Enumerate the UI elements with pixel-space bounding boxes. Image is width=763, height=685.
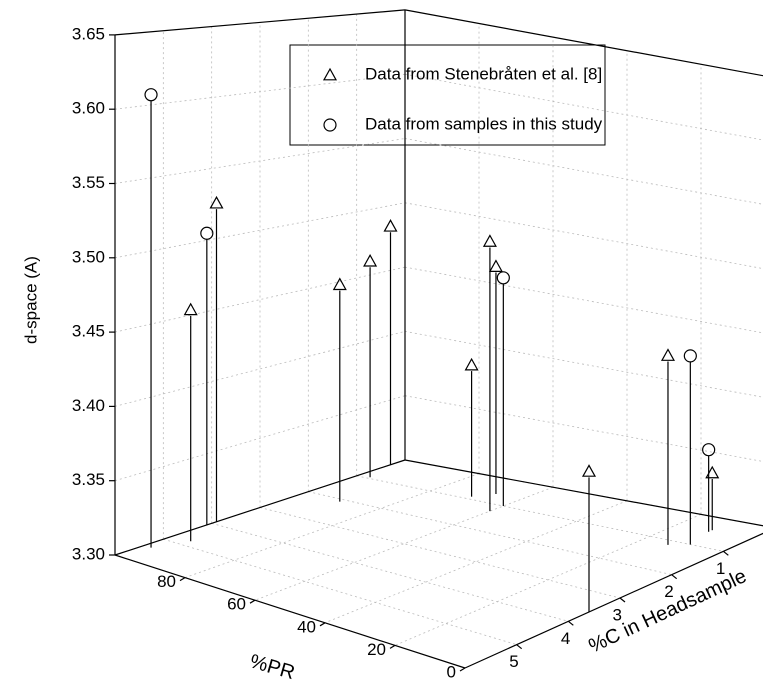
y-tick-label: 5	[509, 652, 518, 671]
point	[383, 219, 398, 232]
tick-mark	[459, 667, 466, 672]
point	[702, 443, 716, 457]
y-tick-label: 3	[613, 605, 622, 624]
legend-label: Data from samples in this study	[365, 114, 603, 133]
point	[683, 349, 697, 363]
grid-line	[404, 266, 763, 334]
point	[209, 195, 224, 209]
tick-mark	[249, 599, 256, 604]
grid-line	[324, 500, 628, 624]
grid-line	[404, 202, 763, 270]
tick-mark	[671, 574, 678, 580]
grid-line	[114, 202, 406, 259]
point	[144, 88, 158, 102]
grid-line	[114, 395, 406, 482]
tick-mark	[389, 644, 396, 649]
grid-line	[114, 331, 406, 407]
z-tick-label: 3.60	[72, 99, 105, 118]
y-tick-label: 2	[664, 582, 673, 601]
grid-line	[356, 475, 724, 552]
x-tick-label: 20	[367, 640, 386, 659]
x-tick-label: 60	[227, 595, 246, 614]
grid-line	[308, 491, 672, 576]
legend-marker	[323, 118, 337, 132]
point	[482, 234, 497, 247]
y-tick-label: 1	[716, 559, 725, 578]
z-tick-label: 3.55	[72, 173, 105, 192]
point	[705, 465, 720, 479]
tick-mark	[567, 620, 574, 626]
z-tick-label: 3.30	[72, 544, 105, 563]
point	[496, 271, 510, 285]
point	[363, 253, 378, 267]
point	[332, 277, 347, 291]
tick-mark	[319, 622, 326, 627]
z-tick-label: 3.35	[72, 470, 105, 489]
legend-label: Data from Stenebråten et al. [8]	[365, 64, 602, 83]
grid-line	[163, 538, 517, 646]
x-tick-label: 40	[297, 617, 316, 636]
z-tick-label: 3.40	[72, 396, 105, 415]
point	[581, 464, 597, 477]
axis-line	[114, 554, 466, 669]
point	[183, 302, 198, 316]
grid-line	[404, 395, 763, 462]
grid-line	[184, 473, 480, 578]
tick-mark	[516, 644, 523, 650]
axis-line	[404, 459, 763, 527]
grid-line	[404, 331, 763, 398]
grid-line	[254, 486, 554, 601]
legend-marker	[322, 67, 338, 81]
point	[488, 259, 503, 272]
axis-line	[114, 9, 406, 36]
x-tick-label: 0	[447, 662, 456, 681]
y-axis-title: %C in Headsample	[585, 565, 749, 657]
z-tick-label: 3.50	[72, 247, 105, 266]
tick-mark	[179, 577, 186, 582]
point	[200, 226, 214, 240]
axis-line	[114, 459, 406, 556]
grid-line	[211, 522, 569, 622]
legend-box	[289, 44, 606, 146]
point	[464, 357, 479, 371]
tick-mark	[722, 550, 729, 556]
tick-mark	[619, 597, 626, 603]
point	[660, 348, 676, 361]
z-axis-title: d-space (A)	[21, 256, 40, 344]
x-tick-label: 80	[157, 572, 176, 591]
z-tick-label: 3.65	[72, 24, 105, 43]
grid-line	[259, 507, 621, 599]
grid-line	[404, 138, 763, 205]
axis-line	[404, 9, 763, 77]
z-tick-label: 3.45	[72, 322, 105, 341]
x-axis-title: %PR	[247, 650, 297, 684]
y-tick-label: 4	[561, 629, 570, 648]
